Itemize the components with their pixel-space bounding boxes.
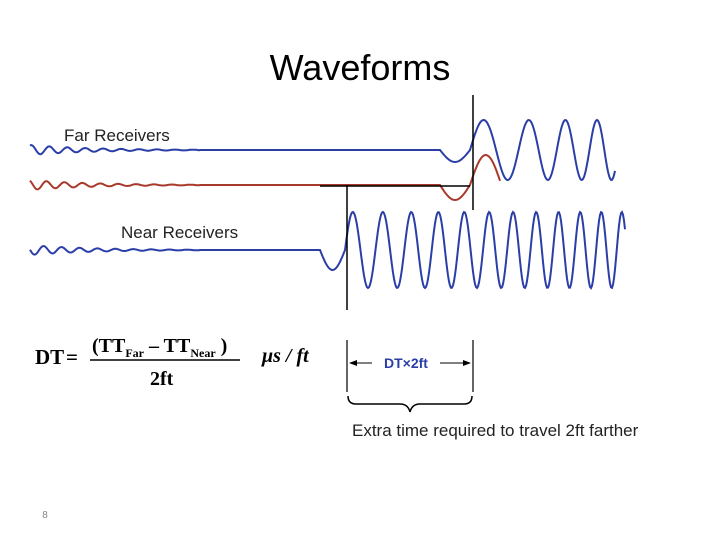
page-number: 8 (42, 510, 48, 521)
formula-lhs: DT (35, 345, 64, 369)
formula-part: – TT (144, 335, 191, 357)
formula-equals: = (66, 345, 78, 369)
near-waveform (29, 210, 626, 290)
formula-sub: Far (125, 346, 144, 360)
formula-part: ) (216, 335, 228, 357)
formula-units: μs / ft (261, 345, 310, 367)
near-label: Near Receivers (121, 223, 238, 242)
formula: DT = (TTFar – TTNear ) 2ft μs / ft (35, 335, 310, 390)
far-label: Far Receivers (64, 126, 170, 145)
brace (347, 395, 473, 413)
formula-part: (TT (92, 335, 126, 357)
formula-denominator: 2ft (150, 368, 174, 390)
caption: Extra time required to travel 2ft farthe… (352, 421, 639, 440)
slide-title: Waveforms (270, 47, 451, 88)
far-waveform (29, 118, 616, 182)
formula-sub: Near (190, 346, 216, 360)
interval-label: DT×2ft (384, 355, 428, 371)
mid-waveform (29, 153, 501, 202)
formula-numerator: (TTFar – TTNear ) (92, 335, 227, 360)
